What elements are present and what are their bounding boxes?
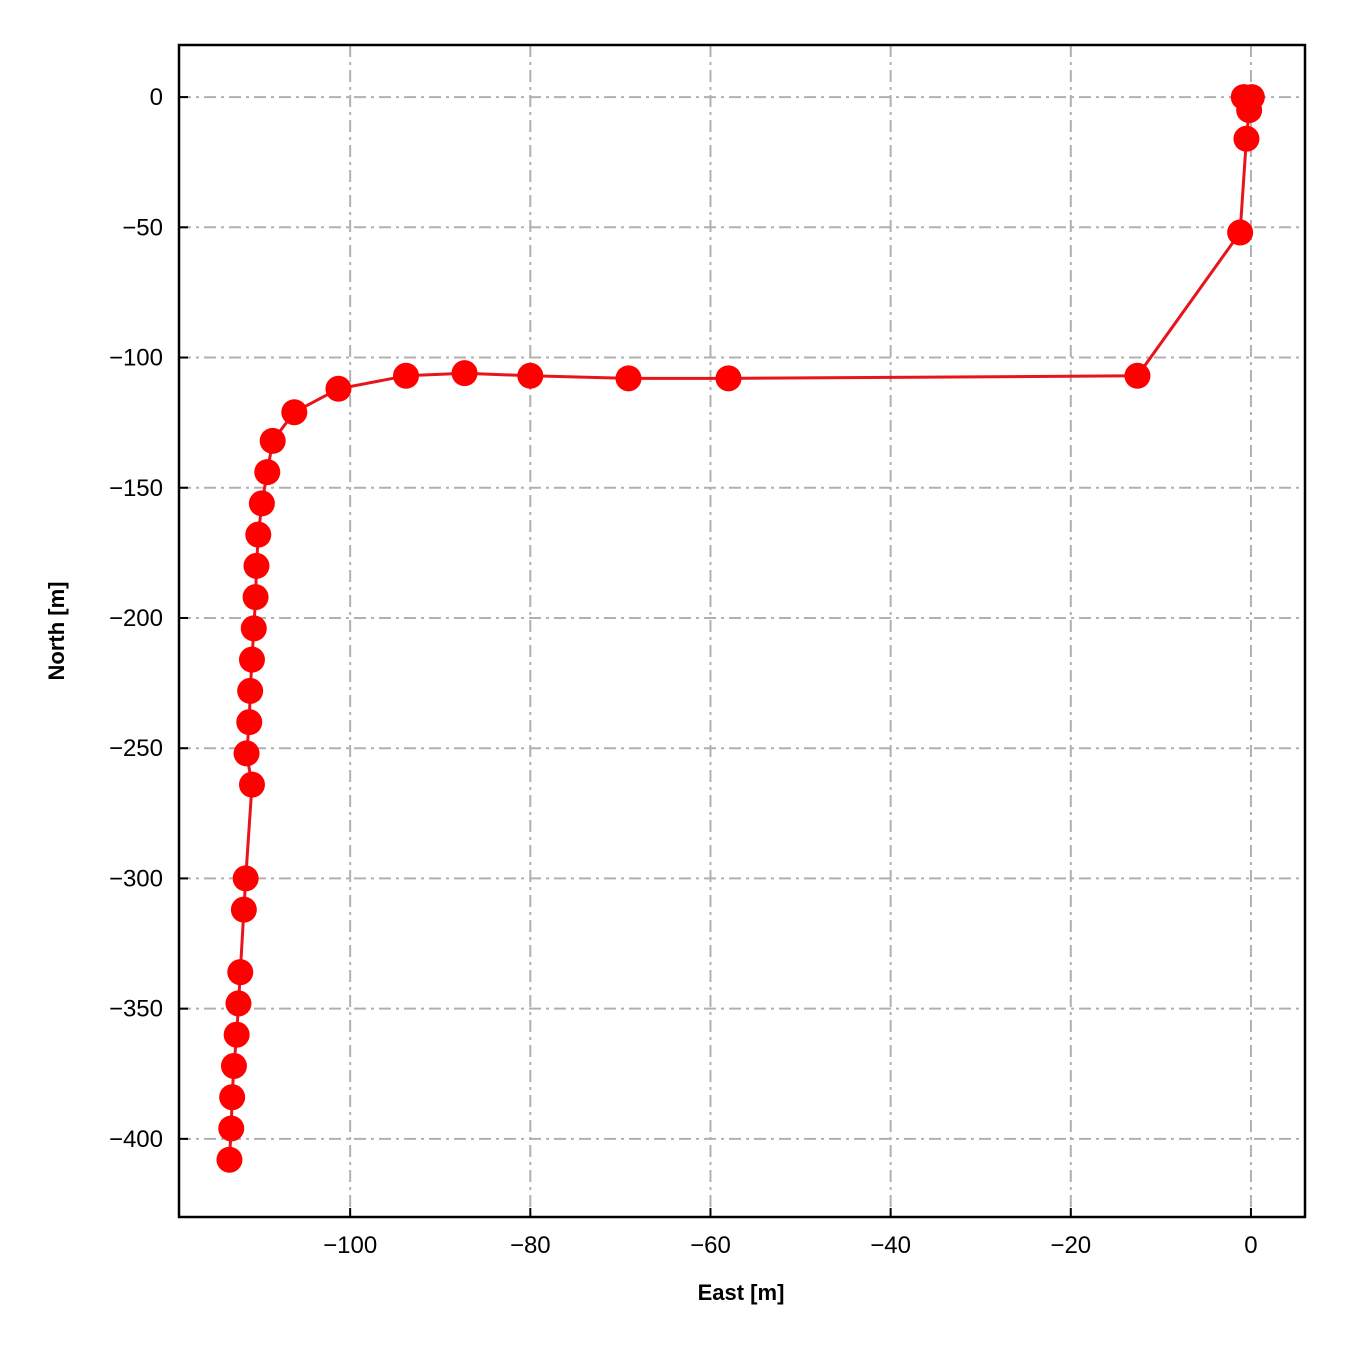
y-tick-label: −400 [109,1126,163,1153]
grid-layer [179,45,1305,1217]
data-point [325,375,352,402]
data-point [232,865,259,892]
data-point [233,740,260,767]
y-tick-label: −150 [109,475,163,502]
data-point [243,552,270,579]
data-point [1236,97,1263,124]
data-point [1233,125,1260,152]
data-point [225,990,252,1017]
data-point [240,615,267,642]
y-tick-label: −250 [109,735,163,762]
data-point [220,1052,247,1079]
data-point [517,362,544,389]
data-point [393,362,420,389]
x-axis-title: East [m] [698,1280,785,1305]
data-point [238,646,265,673]
data-point [227,959,254,986]
data-point [1227,219,1254,246]
y-tick-label: −350 [109,996,163,1023]
data-point [281,399,308,426]
data-point [237,677,264,704]
data-point [218,1115,245,1142]
data-point [223,1021,250,1048]
x-tick-label: −100 [323,1232,377,1259]
y-tick-label: 0 [150,84,163,111]
y-tick-label: −50 [122,214,163,241]
data-point [1124,362,1151,389]
data-point [242,584,269,611]
data-point [238,771,265,798]
series-line [227,95,1252,1160]
data-point [451,360,478,387]
data-point [248,490,275,517]
x-tick-label: −40 [870,1232,911,1259]
y-axis-title: North [m] [44,582,69,681]
data-point [245,521,272,548]
y-tick-label: −200 [109,605,163,632]
data-point [219,1084,246,1111]
series-layer [216,84,1265,1173]
y-tick-label: −300 [109,865,163,892]
x-tick-label: −20 [1050,1232,1091,1259]
data-point [259,427,286,454]
data-point [230,896,257,923]
data-point [236,709,263,736]
data-point [615,365,642,392]
plot-frame [177,43,1307,1219]
tick-layer: −100 −80 −60 −40 −20 00−50−100−150−200−250−30… [109,84,1258,1259]
data-point [254,459,281,486]
y-tick-label: −100 [109,345,163,372]
x-tick-label: −80 [510,1232,551,1259]
x-tick-label: 0 [1244,1232,1257,1259]
x-tick-label: −60 [690,1232,731,1259]
data-point [715,365,742,392]
data-point [216,1146,243,1173]
